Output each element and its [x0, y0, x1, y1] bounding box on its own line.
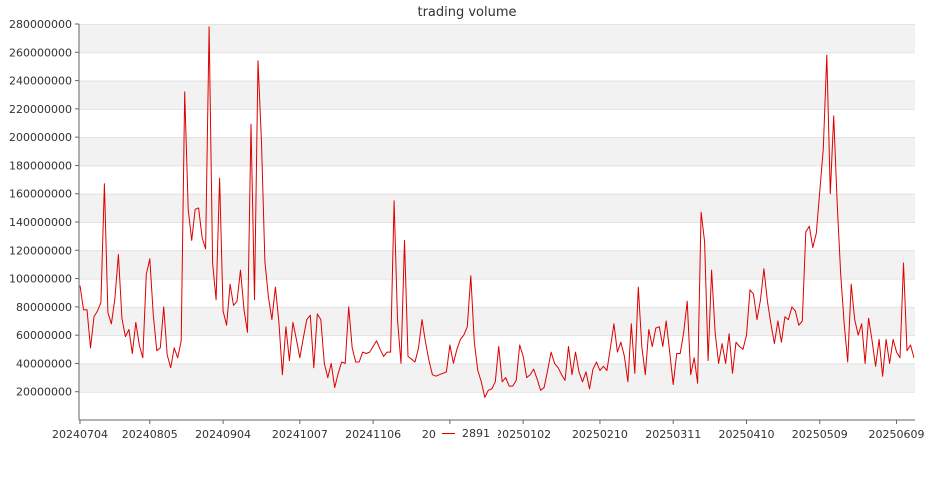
plot-band [79, 306, 915, 336]
y-tick-label: 200000000 [9, 131, 72, 144]
x-tick-label: 20240904 [195, 428, 251, 441]
y-tick-label: 40000000 [16, 357, 72, 370]
legend-label: 2891 [462, 427, 490, 440]
y-tick-label: 240000000 [9, 75, 72, 88]
y-tick-label: 60000000 [16, 329, 72, 342]
plot-band [79, 193, 915, 222]
legend-background [436, 424, 498, 442]
plot-band [79, 137, 915, 166]
y-axis-ticks: 20000000 40000000 60000000 80000000 10000000… [9, 18, 79, 399]
series-line-2891 [79, 26, 915, 398]
plot-band [79, 250, 915, 279]
y-tick-label: 220000000 [9, 103, 72, 116]
x-tick-label: 20240704 [52, 428, 108, 441]
plot-band [79, 24, 915, 53]
y-tick-label: 140000000 [9, 216, 72, 229]
y-tick-label: 180000000 [9, 159, 72, 172]
y-tick-label: 160000000 [9, 188, 72, 201]
x-tick-label: 20250102 [495, 428, 551, 441]
x-tick-label: 20250210 [572, 428, 628, 441]
y-tick-label: 80000000 [16, 301, 72, 314]
x-tick-label: 20241007 [272, 428, 328, 441]
y-tick-label: 100000000 [9, 273, 72, 286]
y-tick-label: 120000000 [9, 244, 72, 257]
y-tick-label: 280000000 [9, 18, 72, 31]
y-tick-label: 20000000 [16, 386, 72, 399]
y-tick-label: 260000000 [9, 46, 72, 59]
x-tick-label: 20250509 [792, 428, 848, 441]
x-tick-label: 20250410 [719, 428, 775, 441]
legend: 2891 [436, 424, 498, 442]
chart-title: trading volume [417, 5, 516, 20]
x-tick-label: 20240805 [122, 428, 178, 441]
x-tick-label: 20250609 [869, 428, 925, 441]
plot-band [79, 80, 915, 109]
x-tick-label: 20250311 [645, 428, 701, 441]
x-tick-label: 20241106 [345, 428, 401, 441]
